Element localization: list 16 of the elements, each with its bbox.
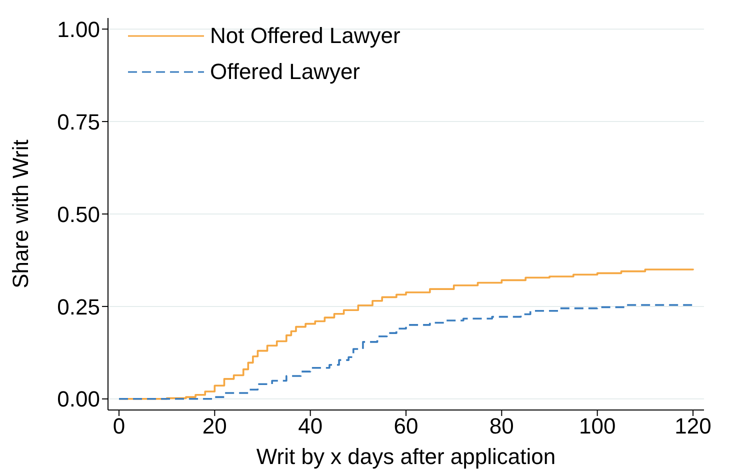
- y-tick-label: 0.25: [57, 294, 100, 320]
- x-axis-title: Writ by x days after application: [256, 444, 556, 469]
- y-tick-label: 0.50: [57, 202, 100, 227]
- x-tick-label: 40: [298, 414, 323, 439]
- x-tick-label: 20: [202, 414, 227, 439]
- y-tick-label: 0.00: [57, 386, 100, 412]
- y-tick-label: 0.75: [57, 109, 100, 134]
- x-tick-label: 0: [112, 414, 126, 439]
- legend-label: Offered Lawyer: [210, 59, 360, 85]
- x-tick-label: 100: [578, 414, 616, 439]
- x-tick-label: 60: [394, 414, 418, 439]
- y-tick-label: 1.00: [57, 16, 100, 42]
- legend-label: Not Offered Lawyer: [210, 23, 400, 49]
- y-axis-title: Share with Writ: [8, 140, 33, 288]
- x-tick-label: 120: [674, 414, 712, 439]
- x-tick-label: 80: [489, 414, 514, 439]
